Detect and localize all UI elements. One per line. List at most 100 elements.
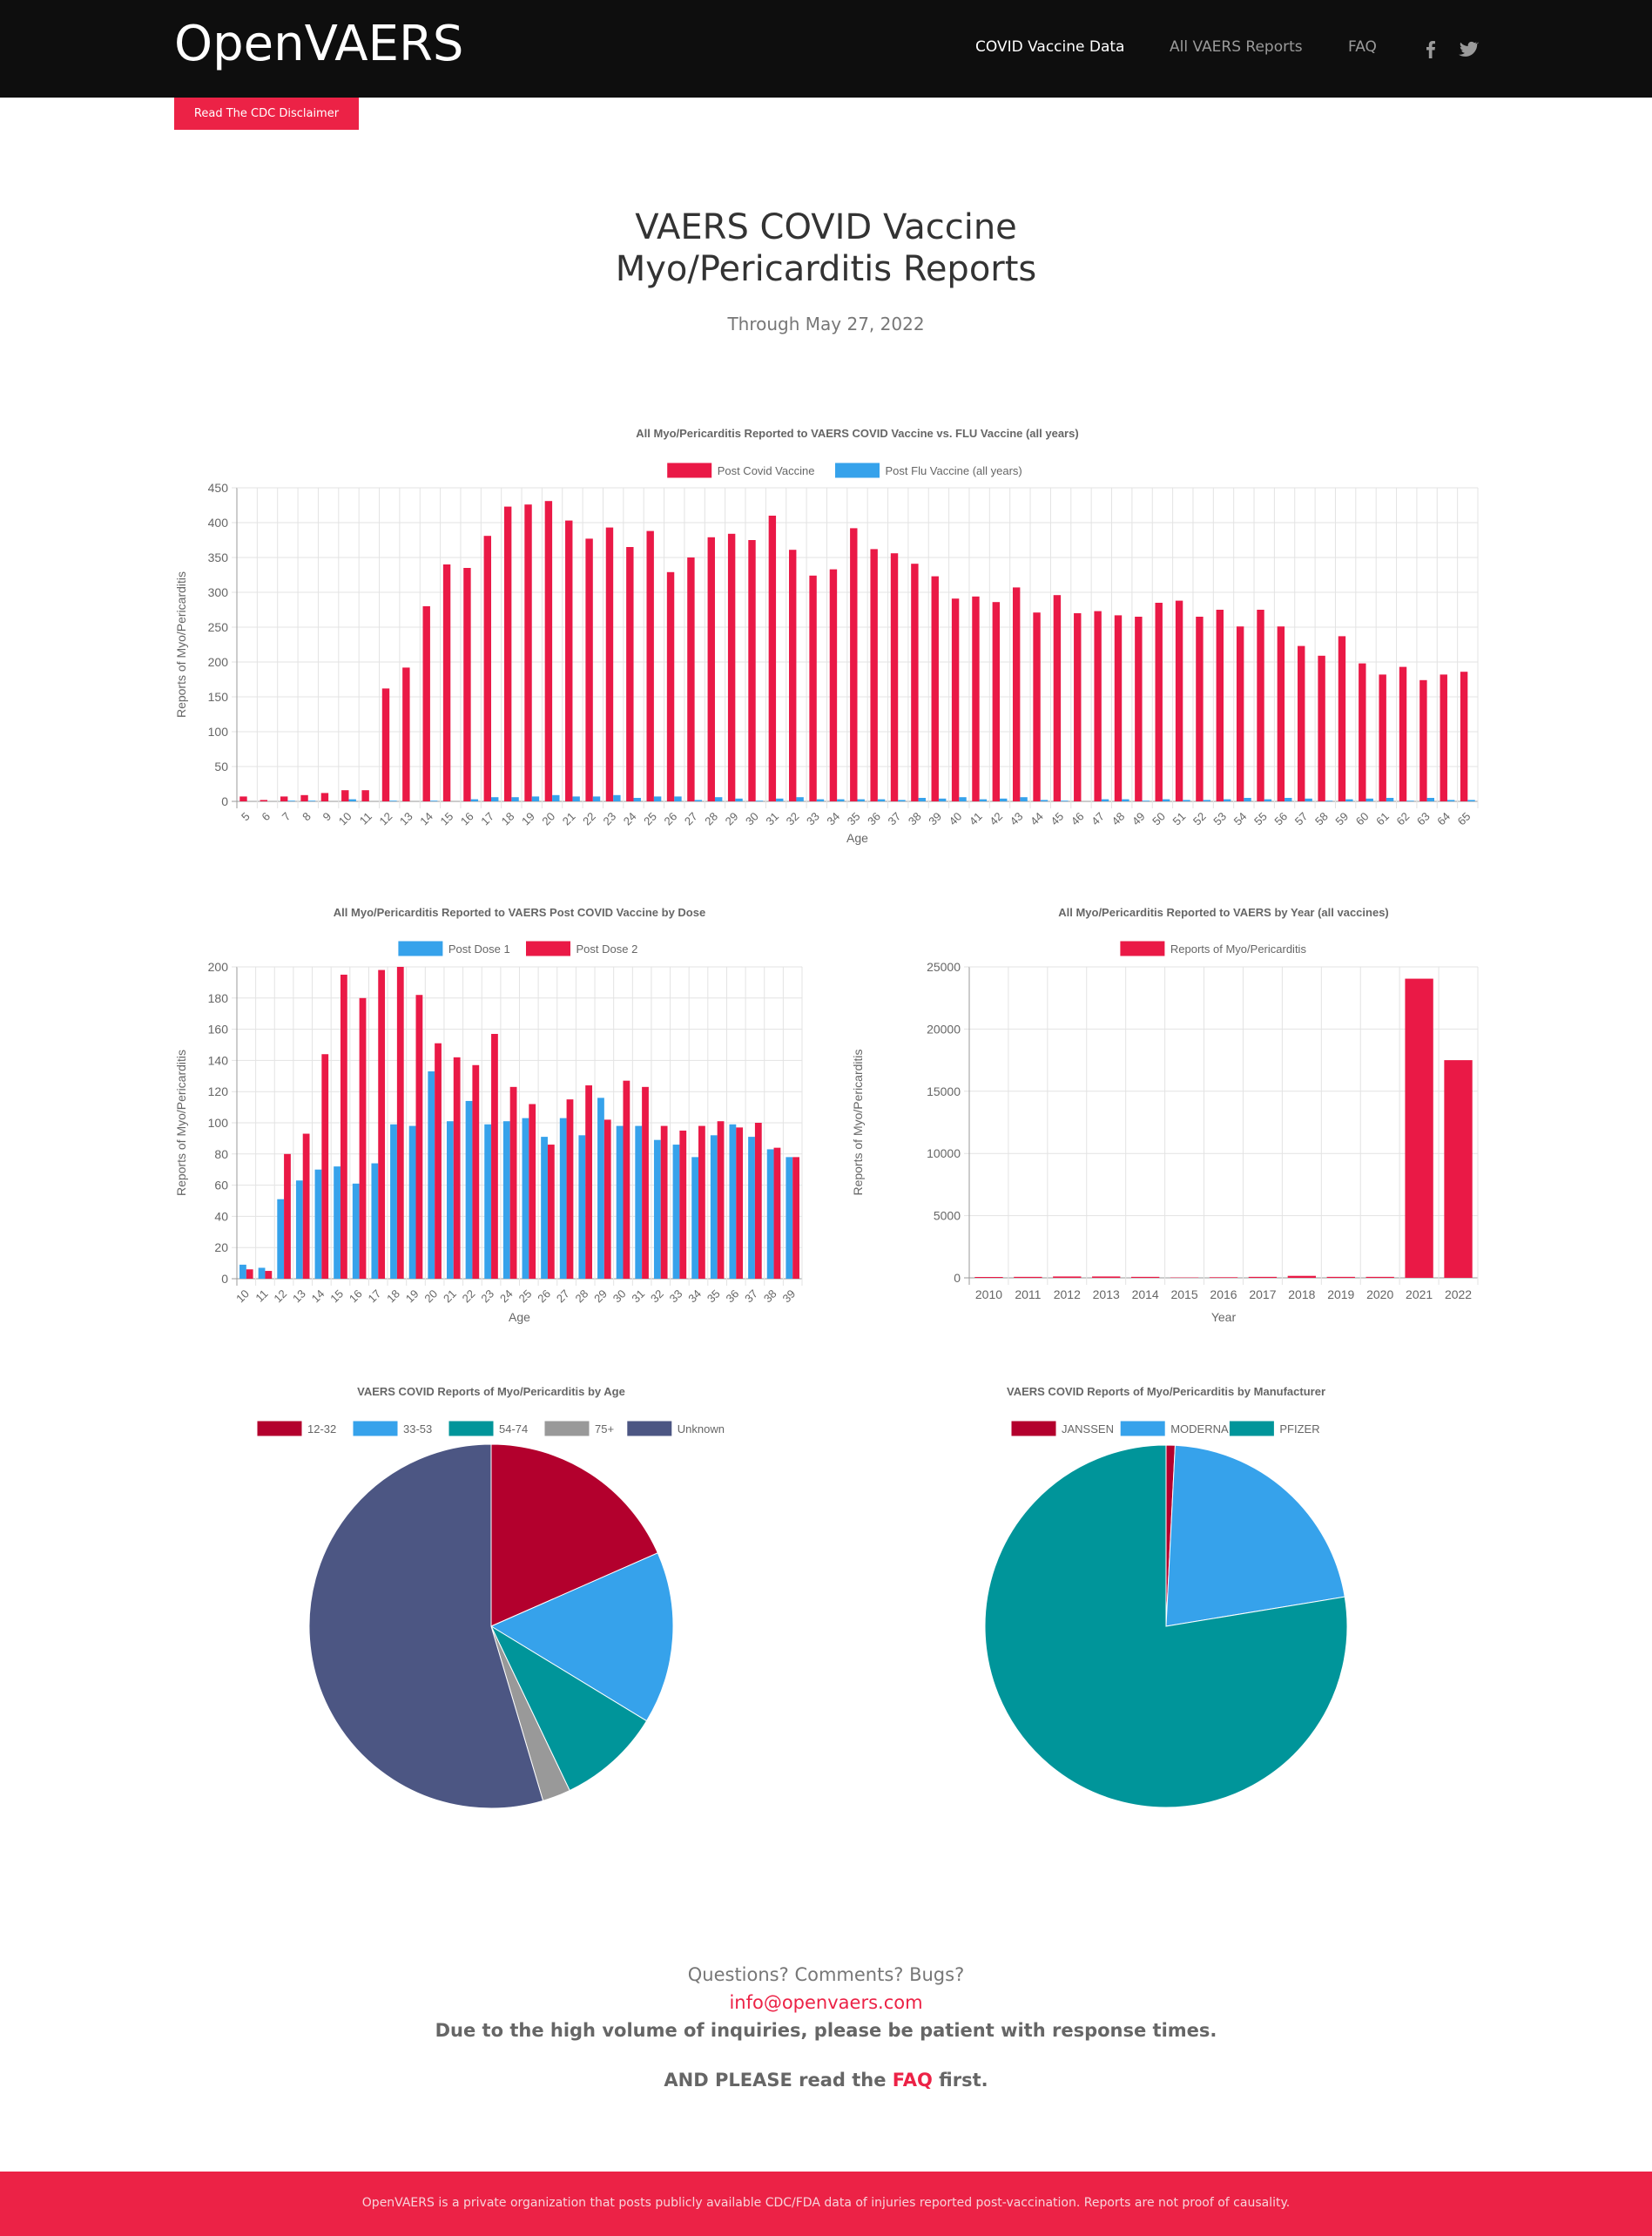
bar-post-covid-vaccine (727, 533, 736, 801)
x-tick-label: 27 (554, 1287, 572, 1306)
bar-post-covid-vaccine (1277, 626, 1285, 801)
x-tick-label: 2010 (975, 1287, 1002, 1301)
contact-email-link[interactable]: info@openvaers.com (729, 1992, 923, 2013)
bar-post-covid-vaccine (1094, 611, 1102, 801)
x-tick-label: 26 (662, 810, 680, 828)
y-tick-label: 200 (208, 655, 229, 669)
x-tick-label: 60 (1353, 810, 1372, 828)
bar-post-dose-1 (653, 1139, 661, 1279)
x-axis-label: Age (509, 1310, 530, 1324)
chart-pie-by-manufacturer: VAERS COVID Reports of Myo/Pericarditis … (984, 1385, 1348, 1808)
bar-post-dose-1 (484, 1124, 492, 1279)
bar-post-dose-2 (265, 1271, 273, 1279)
x-tick-label: 17 (366, 1287, 384, 1306)
bar-post-dose-2 (698, 1125, 705, 1279)
bar-post-flu-vaccine-all-years- (531, 796, 540, 801)
bar-post-flu-vaccine-all-years- (1020, 797, 1028, 801)
x-tick-label: 42 (987, 810, 1005, 828)
x-tick-label: 14 (417, 810, 435, 828)
y-tick-label: 50 (214, 760, 228, 773)
x-tick-label: 16 (458, 810, 476, 828)
y-tick-label: 80 (214, 1147, 228, 1161)
bar-post-flu-vaccine-all-years- (1203, 800, 1211, 801)
faq-suffix: first. (932, 2070, 988, 2091)
x-tick-label: 39 (779, 1287, 798, 1306)
bar-post-dose-2 (321, 1054, 329, 1279)
y-tick-label: 140 (208, 1053, 229, 1067)
faq-notice: AND PLEASE read the FAQ first. (0, 2070, 1652, 2091)
faq-link[interactable]: FAQ (892, 2070, 933, 2091)
x-tick-label: 49 (1129, 810, 1148, 828)
bar-post-covid-vaccine (402, 667, 410, 801)
bar-post-covid-vaccine (1053, 595, 1062, 801)
y-tick-label: 0 (221, 794, 228, 808)
bar-post-dose-2 (566, 1099, 574, 1279)
legend-swatch (397, 940, 444, 957)
bar-post-covid-vaccine (1033, 612, 1041, 801)
bar-post-flu-vaccine-all-years- (1000, 798, 1008, 801)
bar-post-dose-2 (284, 1153, 291, 1279)
legend-label: MODERNA (1170, 1422, 1229, 1435)
bar-post-dose-2 (547, 1145, 555, 1279)
legend-label: Post Covid Vaccine (718, 464, 815, 477)
x-tick-label: 22 (580, 810, 598, 828)
x-tick-label: 26 (535, 1287, 553, 1306)
x-tick-label: 55 (1251, 810, 1270, 828)
bar-post-flu-vaccine-all-years- (1101, 799, 1109, 801)
nav-link-faq[interactable]: FAQ (1348, 38, 1377, 56)
x-axis-label: Age (846, 831, 868, 845)
x-tick-label: 10 (336, 810, 354, 828)
page-title-line-1: VAERS COVID Vaccine (635, 207, 1017, 247)
x-tick-label: 25 (641, 810, 659, 828)
x-tick-label: 23 (600, 810, 618, 828)
bar-post-dose-1 (729, 1124, 737, 1279)
facebook-icon[interactable] (1421, 38, 1440, 59)
bar-post-covid-vaccine (870, 549, 878, 801)
x-tick-label: 32 (784, 810, 802, 828)
legend-label: JANSSEN (1062, 1422, 1114, 1435)
twitter-icon[interactable] (1458, 38, 1480, 59)
x-tick-label: 2011 (1015, 1287, 1041, 1301)
response-notice: Due to the high volume of inquiries, ple… (435, 2020, 1217, 2041)
bar-post-flu-vaccine-all-years- (1223, 799, 1231, 801)
bar-post-flu-vaccine-all-years- (714, 797, 723, 801)
bar-post-covid-vaccine (646, 530, 654, 801)
bar-post-covid-vaccine (300, 794, 308, 801)
bar-post-covid-vaccine (442, 564, 451, 801)
bar-post-covid-vaccine (524, 504, 532, 801)
bar-post-flu-vaccine-all-years- (674, 796, 682, 801)
x-tick-label: 38 (906, 810, 924, 828)
x-tick-label: 37 (886, 810, 904, 828)
bar-post-covid-vaccine (585, 538, 593, 801)
nav-link-all-vaers-reports[interactable]: All VAERS Reports (1170, 38, 1303, 56)
x-tick-label: 45 (1048, 810, 1066, 828)
legend-swatch (525, 940, 571, 957)
bar-post-covid-vaccine (972, 596, 980, 801)
legend-swatch (1228, 1420, 1275, 1437)
y-axis-label: Reports of Myo/Pericarditis (174, 571, 188, 718)
bar-post-covid-vaccine (809, 575, 817, 801)
pie-slice-unknown (308, 1443, 544, 1809)
site-logo[interactable]: OpenVAERS (174, 16, 464, 72)
bar-post-dose-1 (277, 1199, 285, 1279)
bar-post-dose-1 (559, 1118, 567, 1279)
legend-swatch (256, 1420, 303, 1437)
bar-post-covid-vaccine (1359, 663, 1366, 801)
nav-link-covid-vaccine-data[interactable]: COVID Vaccine Data (975, 38, 1125, 56)
x-tick-label: 2018 (1288, 1287, 1315, 1301)
pie-slice-33-53 (489, 1552, 674, 1722)
x-tick-label: 32 (648, 1287, 666, 1306)
bar-reports-of-myo-pericarditis (1130, 1276, 1160, 1278)
bar-post-flu-vaccine-all-years- (491, 797, 499, 801)
y-tick-label: 0 (221, 1272, 228, 1286)
bar-post-dose-1 (541, 1137, 548, 1279)
x-tick-label: 11 (253, 1287, 270, 1305)
bar-reports-of-myo-pericarditis (1365, 1276, 1394, 1278)
bar-reports-of-myo-pericarditis (1053, 1276, 1082, 1278)
x-tick-label: 41 (967, 810, 985, 828)
bar-post-flu-vaccine-all-years- (348, 799, 356, 801)
x-tick-label: 11 (357, 810, 374, 828)
cdc-disclaimer-button[interactable]: Read The CDC Disclaimer (174, 98, 359, 130)
bar-post-dose-1 (578, 1135, 586, 1279)
y-tick-label: 20000 (927, 1022, 961, 1036)
